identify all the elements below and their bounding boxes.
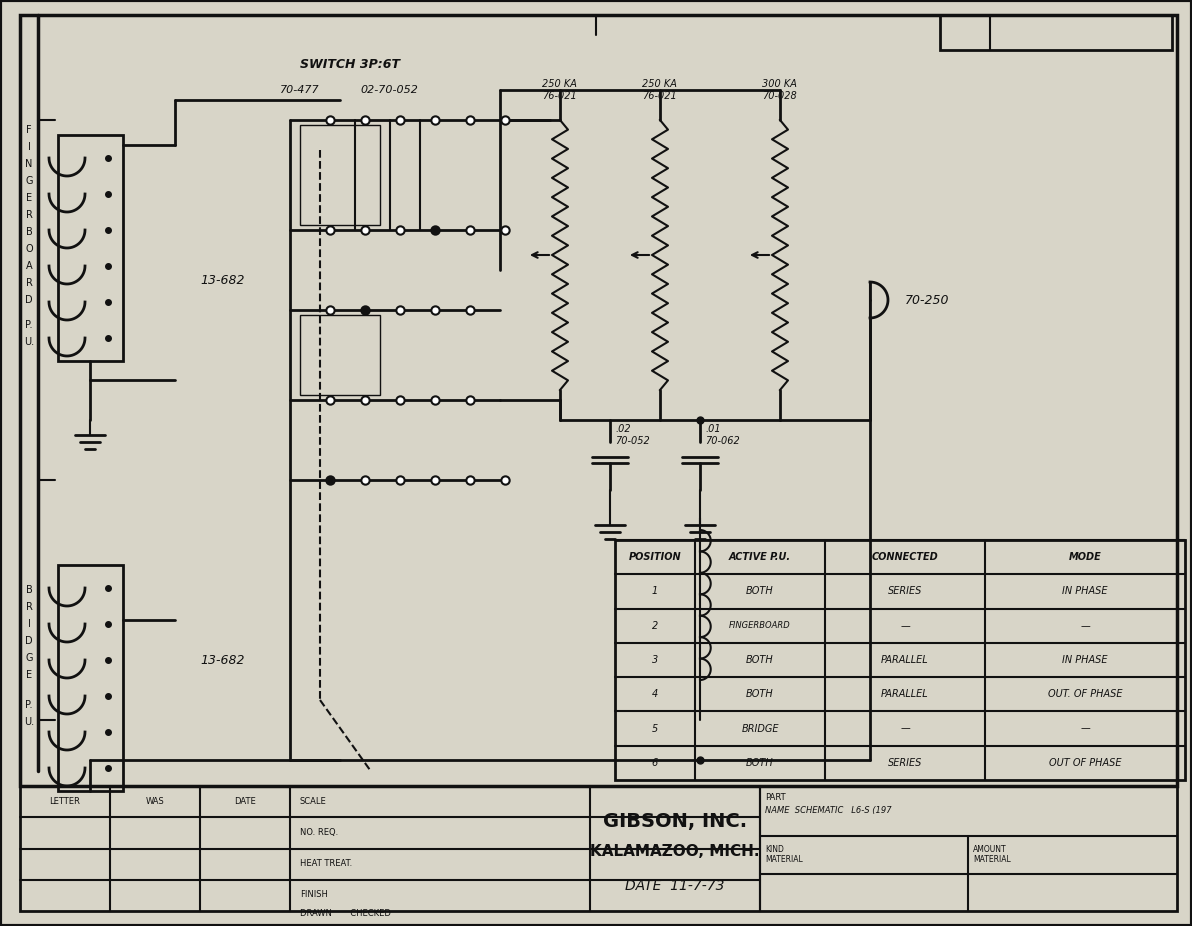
Text: 70-250: 70-250 xyxy=(905,294,950,307)
Text: PARALLEL: PARALLEL xyxy=(881,689,929,699)
Text: DRAWN       CHECKED: DRAWN CHECKED xyxy=(300,909,391,918)
Bar xyxy=(300,125,380,225)
Text: IN PHASE: IN PHASE xyxy=(1062,655,1107,665)
Text: 3: 3 xyxy=(652,655,658,665)
Bar xyxy=(615,540,1185,780)
Text: POSITION: POSITION xyxy=(628,552,682,562)
Text: .02
70-052: .02 70-052 xyxy=(615,424,650,445)
Text: D: D xyxy=(25,636,33,646)
Text: U.: U. xyxy=(24,717,35,727)
Text: —: — xyxy=(900,620,909,631)
Bar xyxy=(20,15,1177,786)
Text: PART: PART xyxy=(765,794,786,803)
Text: 250 KA
76-021: 250 KA 76-021 xyxy=(542,80,577,101)
Bar xyxy=(20,786,1177,911)
Text: SERIES: SERIES xyxy=(888,586,923,596)
Text: G: G xyxy=(25,653,32,663)
Text: 300 KA
70-028: 300 KA 70-028 xyxy=(762,80,797,101)
Text: N: N xyxy=(25,159,32,169)
Text: SERIES: SERIES xyxy=(888,757,923,768)
Text: 1: 1 xyxy=(652,586,658,596)
Text: B: B xyxy=(25,585,32,595)
Text: I: I xyxy=(27,619,31,629)
Text: P.: P. xyxy=(25,320,32,330)
Text: R: R xyxy=(25,210,32,220)
Text: —: — xyxy=(1080,723,1089,733)
Text: ACTIVE P.U.: ACTIVE P.U. xyxy=(730,552,791,562)
Text: I: I xyxy=(27,142,31,152)
Bar xyxy=(940,15,1172,50)
Bar xyxy=(58,565,123,791)
Text: SCALE: SCALE xyxy=(300,796,327,806)
Text: FINISH: FINISH xyxy=(300,890,328,899)
Text: G: G xyxy=(25,176,32,186)
Text: 6: 6 xyxy=(652,757,658,768)
Text: AMOUNT
MATERIAL: AMOUNT MATERIAL xyxy=(973,845,1011,865)
Text: DATE: DATE xyxy=(234,796,256,806)
Text: BOTH: BOTH xyxy=(746,586,774,596)
Text: OUT. OF PHASE: OUT. OF PHASE xyxy=(1048,689,1122,699)
Text: E: E xyxy=(26,193,32,203)
Text: 02-70-052: 02-70-052 xyxy=(360,85,418,95)
Text: 13-682: 13-682 xyxy=(200,654,244,667)
Text: HEAT TREAT.: HEAT TREAT. xyxy=(300,859,353,868)
Text: SWITCH 3P:6T: SWITCH 3P:6T xyxy=(300,58,401,71)
Text: DATE  11-7-73: DATE 11-7-73 xyxy=(626,879,725,893)
Text: F: F xyxy=(26,125,32,135)
Text: A: A xyxy=(26,261,32,271)
Text: BOTH: BOTH xyxy=(746,655,774,665)
Text: NAME  SCHEMATIC   L6-S (197: NAME SCHEMATIC L6-S (197 xyxy=(765,807,892,816)
Text: FINGERBOARD: FINGERBOARD xyxy=(730,621,790,631)
Text: WAS: WAS xyxy=(145,796,164,806)
Text: PARALLEL: PARALLEL xyxy=(881,655,929,665)
Text: B: B xyxy=(25,227,32,237)
Text: 4: 4 xyxy=(652,689,658,699)
Text: BOTH: BOTH xyxy=(746,757,774,768)
Text: 70-477: 70-477 xyxy=(280,85,319,95)
Text: OUT OF PHASE: OUT OF PHASE xyxy=(1049,757,1122,768)
Text: .01
70-062: .01 70-062 xyxy=(704,424,740,445)
Text: R: R xyxy=(25,602,32,612)
Text: 2: 2 xyxy=(652,620,658,631)
Text: LETTER: LETTER xyxy=(50,796,80,806)
Text: U.: U. xyxy=(24,337,35,347)
Text: —: — xyxy=(900,723,909,733)
Text: KALAMAZOO, MICH.: KALAMAZOO, MICH. xyxy=(590,844,759,858)
Text: BRIDGE: BRIDGE xyxy=(741,723,778,733)
Text: BOTH: BOTH xyxy=(746,689,774,699)
Text: 250 KA
76-021: 250 KA 76-021 xyxy=(642,80,677,101)
Text: GIBSON, INC.: GIBSON, INC. xyxy=(603,811,747,831)
Text: R: R xyxy=(25,278,32,288)
Text: KIND
MATERIAL: KIND MATERIAL xyxy=(765,845,802,865)
Text: D: D xyxy=(25,295,33,305)
Text: NO. REQ.: NO. REQ. xyxy=(300,828,339,837)
Text: 13-682: 13-682 xyxy=(200,273,244,286)
Text: —: — xyxy=(1080,620,1089,631)
Text: IN PHASE: IN PHASE xyxy=(1062,586,1107,596)
Bar xyxy=(300,315,380,395)
Bar xyxy=(58,135,123,361)
Text: CONNECTED: CONNECTED xyxy=(871,552,938,562)
Text: E: E xyxy=(26,670,32,680)
Text: P.: P. xyxy=(25,700,32,710)
Text: O: O xyxy=(25,244,33,254)
Text: MODE: MODE xyxy=(1068,552,1101,562)
Text: 5: 5 xyxy=(652,723,658,733)
